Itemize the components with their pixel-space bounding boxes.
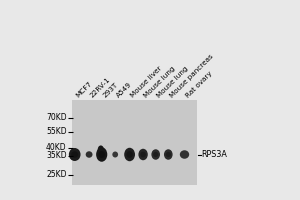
Text: 40KD: 40KD: [46, 144, 67, 152]
Ellipse shape: [69, 148, 80, 161]
Ellipse shape: [166, 152, 171, 157]
Text: Mouse pancreas: Mouse pancreas: [168, 53, 214, 99]
Ellipse shape: [71, 151, 78, 158]
Text: Mouse lung: Mouse lung: [156, 65, 189, 99]
Text: 35KD: 35KD: [46, 151, 67, 160]
Ellipse shape: [112, 152, 118, 158]
Text: Mouse lung: Mouse lung: [143, 65, 177, 99]
Ellipse shape: [153, 152, 158, 157]
Text: A549: A549: [115, 81, 133, 99]
Ellipse shape: [138, 149, 148, 160]
Ellipse shape: [164, 149, 172, 160]
Ellipse shape: [98, 145, 104, 153]
Text: 22RV-1: 22RV-1: [89, 77, 112, 99]
Ellipse shape: [86, 151, 92, 158]
Ellipse shape: [180, 150, 189, 159]
Ellipse shape: [96, 147, 107, 162]
Ellipse shape: [124, 148, 135, 161]
Bar: [72, 100, 197, 185]
Ellipse shape: [152, 149, 160, 160]
Text: 293T: 293T: [102, 82, 119, 99]
Text: 25KD: 25KD: [46, 170, 67, 179]
Text: 70KD: 70KD: [46, 113, 67, 122]
Ellipse shape: [98, 151, 105, 158]
Text: RPS3A: RPS3A: [202, 150, 227, 159]
Ellipse shape: [126, 151, 133, 158]
Text: Mouse liver: Mouse liver: [130, 65, 163, 99]
Text: Rat ovary: Rat ovary: [184, 70, 213, 99]
Text: 55KD: 55KD: [46, 127, 67, 136]
Ellipse shape: [140, 152, 146, 157]
Text: MCF7: MCF7: [75, 81, 93, 99]
